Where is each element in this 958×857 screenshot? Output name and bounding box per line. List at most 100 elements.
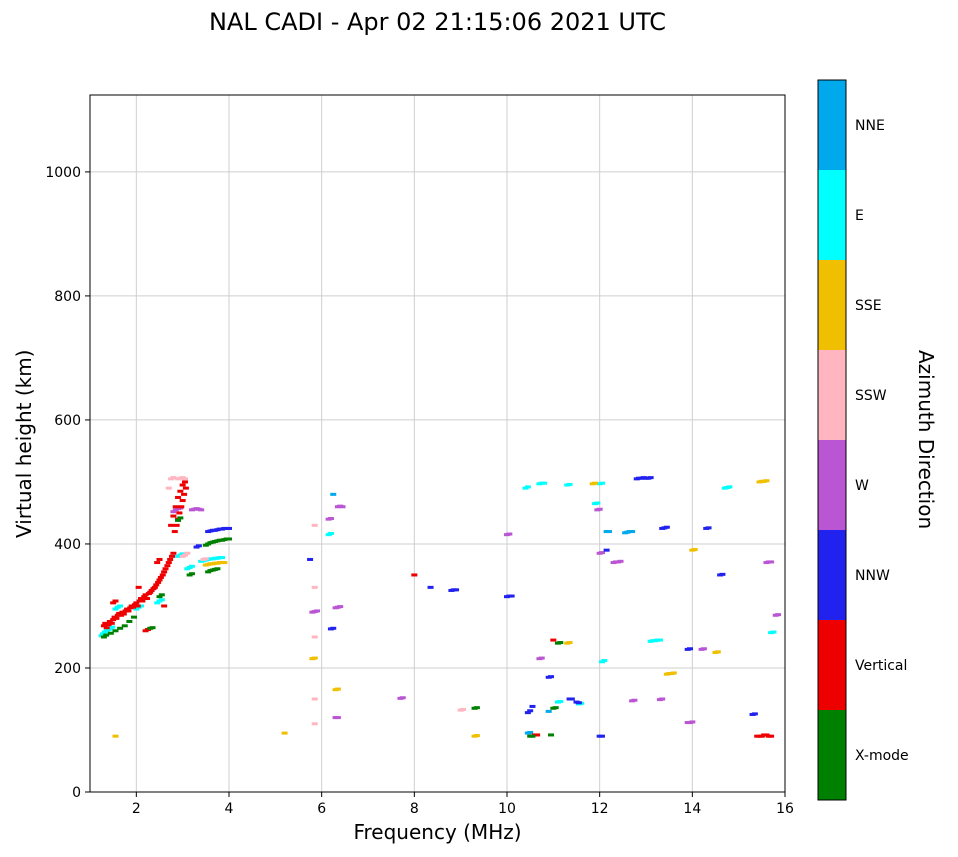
echo-point: [131, 615, 138, 619]
colorbar-segment-nne: [818, 80, 846, 171]
echo-point: [281, 731, 288, 735]
echo-point: [175, 518, 182, 522]
echo-point: [770, 630, 777, 634]
echo-point: [119, 610, 126, 614]
x-tick-label: 16: [776, 801, 794, 817]
echo-point: [112, 629, 119, 633]
echo-point: [110, 618, 117, 622]
colorbar-tick-label: W: [855, 478, 869, 494]
echo-point: [149, 626, 156, 630]
echo-point: [763, 479, 770, 483]
colorbar-tick-label: NNW: [855, 568, 890, 584]
x-tick-label: 6: [317, 801, 326, 817]
echo-point: [548, 675, 555, 679]
y-tick-label: 200: [54, 661, 81, 677]
echo-point: [177, 516, 184, 520]
echo-point: [112, 734, 119, 738]
echo-point: [156, 557, 163, 561]
echo-point: [113, 616, 120, 620]
echo-point: [141, 595, 148, 599]
echo-point: [538, 656, 545, 660]
series-nnw: [193, 476, 758, 738]
echo-point: [117, 626, 124, 630]
echo-point: [179, 499, 186, 503]
echo-point: [181, 480, 188, 484]
echo-point: [165, 486, 172, 490]
echo-point: [153, 583, 160, 587]
echo-point: [181, 553, 188, 557]
echo-point: [167, 557, 174, 561]
echo-point: [173, 523, 180, 527]
echo-point: [689, 720, 696, 724]
echo-point: [524, 485, 531, 489]
y-tick-label: 600: [54, 413, 81, 429]
echo-point: [534, 733, 541, 737]
colorbar-tick-label: SSW: [855, 388, 887, 404]
colorbar-segment-nnw: [818, 530, 846, 621]
echo-point: [311, 722, 318, 726]
echo-point: [130, 605, 137, 609]
echo-point: [592, 481, 599, 485]
tick-labels: 2 4 6 8 10 12 14 16 0 200 400 600 800 1000: [45, 165, 794, 817]
echo-point: [214, 567, 221, 571]
y-tick-label: 800: [54, 289, 81, 305]
echo-point: [427, 585, 434, 589]
echo-point: [121, 624, 128, 628]
colorbar-segment-vertical: [818, 620, 846, 711]
echo-point: [158, 593, 165, 597]
colorbar-segment-ssw: [818, 350, 846, 441]
series-w: [170, 504, 782, 725]
echo-point: [168, 523, 175, 527]
echo-point: [226, 526, 232, 530]
echo-point: [164, 564, 171, 568]
chart-title: NAL CADI - Apr 02 21:15:06 2021 UTC: [208, 8, 667, 36]
echo-point: [691, 548, 698, 552]
echo-point: [156, 595, 163, 599]
echo-point: [557, 699, 564, 703]
echo-point: [629, 530, 636, 534]
echo-point: [548, 733, 555, 737]
x-tick-label: 8: [410, 801, 419, 817]
echo-point: [154, 561, 161, 565]
echo-point: [311, 656, 318, 660]
echo-point: [107, 631, 114, 635]
echo-point: [334, 716, 341, 720]
echo-point: [550, 638, 557, 642]
echo-point: [545, 709, 552, 713]
y-tick-label: 1000: [45, 165, 81, 181]
echo-point: [106, 619, 113, 623]
echo-point: [159, 573, 166, 577]
echo-point: [524, 711, 531, 715]
echo-point: [162, 567, 169, 571]
echo-point: [176, 511, 183, 515]
echo-point: [473, 734, 480, 738]
echo-point: [508, 594, 515, 598]
echo-point: [99, 632, 106, 636]
echo-point: [311, 585, 318, 589]
echo-point: [170, 476, 177, 480]
echo-point: [126, 619, 133, 623]
echo-point: [768, 734, 775, 738]
echo-point: [177, 489, 184, 493]
echo-point: [170, 510, 177, 514]
echo-point: [143, 597, 150, 601]
echo-point: [179, 483, 186, 487]
echo-point: [411, 573, 418, 577]
echo-point: [109, 625, 116, 629]
echo-point: [594, 501, 601, 505]
echo-point: [687, 647, 694, 651]
echo-point: [311, 523, 318, 527]
echo-point: [453, 588, 460, 592]
echo-point: [603, 548, 610, 552]
echo-point: [575, 701, 582, 705]
colorbar-tick-label: Vertical: [855, 658, 907, 674]
echo-point: [178, 505, 185, 509]
echo-point: [527, 709, 534, 713]
echo-point: [114, 613, 121, 617]
echo-point: [337, 605, 344, 609]
echo-point: [102, 621, 109, 625]
echo-point: [751, 712, 758, 716]
colorbar-segment-e: [818, 170, 846, 261]
echo-point: [112, 599, 119, 603]
echo-point: [110, 601, 117, 605]
